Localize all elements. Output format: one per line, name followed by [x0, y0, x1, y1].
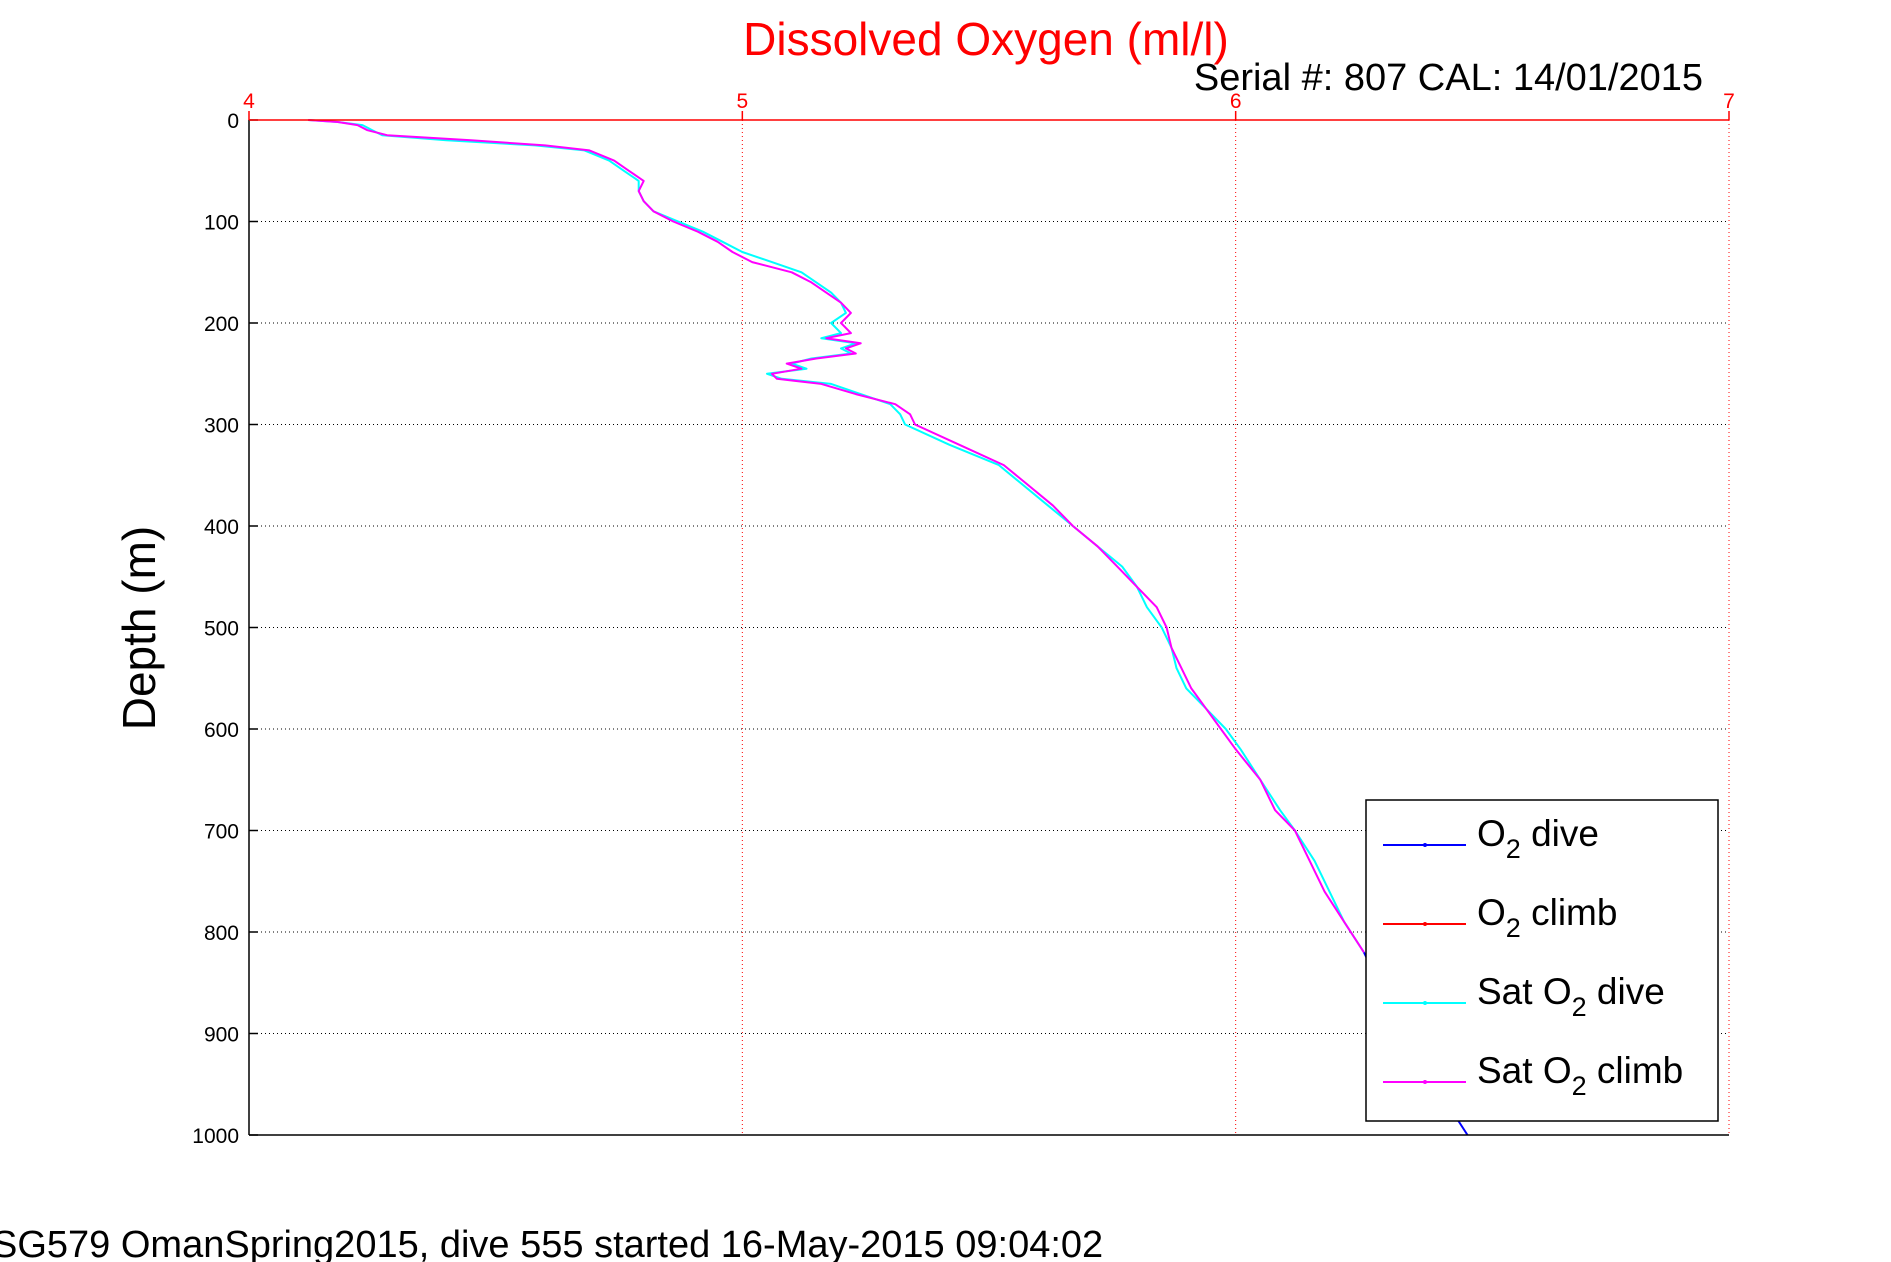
x-tick-label: 4: [243, 90, 255, 113]
y-tick-label: 500: [204, 618, 239, 641]
legend-label: O2 dive: [1477, 813, 1599, 864]
y-tick-label: 200: [204, 313, 239, 336]
y-tick-label: 100: [204, 212, 239, 235]
y-tick-label: 700: [204, 821, 239, 844]
x-tick-label: 6: [1230, 90, 1242, 113]
legend-marker: [1423, 1001, 1427, 1005]
y-tick-label: 900: [204, 1024, 239, 1047]
x-tick-label: 7: [1723, 90, 1735, 113]
y-tick-label: 300: [204, 415, 239, 438]
tick-labels: 0 100 200 300 400 500 600 700 800 900 1000 4 5 6 7: [192, 90, 1735, 1148]
chart-subtitle: Serial #: 807 CAL: 14/01/2015: [1194, 57, 1703, 99]
grid-lines: [248, 120, 1730, 1135]
legend-marker: [1423, 843, 1427, 847]
legend-marker: [1423, 1080, 1427, 1084]
legend: O2 dive O2 climb Sat O2 dive Sat O2 climb: [1365, 799, 1719, 1122]
y-axis-label: Depth (m): [113, 526, 165, 730]
x-tick-label: 5: [736, 90, 748, 113]
y-tick-label: 400: [204, 516, 239, 539]
legend-label: Sat O2 dive: [1477, 971, 1665, 1022]
chart-caption: SG579 OmanSpring2015, dive 555 started 1…: [0, 1224, 1103, 1262]
y-tick-label: 800: [204, 922, 239, 945]
legend-label: O2 climb: [1477, 892, 1617, 943]
chart-title: Dissolved Oxygen (ml/l): [743, 13, 1229, 65]
legend-marker: [1423, 922, 1427, 926]
series-line-4: [308, 119, 1365, 953]
legend-box: [1365, 799, 1719, 1122]
y-tick-label: 600: [204, 719, 239, 742]
y-tick-label: 0: [227, 110, 239, 133]
y-tick-label: 1000: [192, 1125, 239, 1148]
legend-label: Sat O2 climb: [1477, 1050, 1683, 1101]
